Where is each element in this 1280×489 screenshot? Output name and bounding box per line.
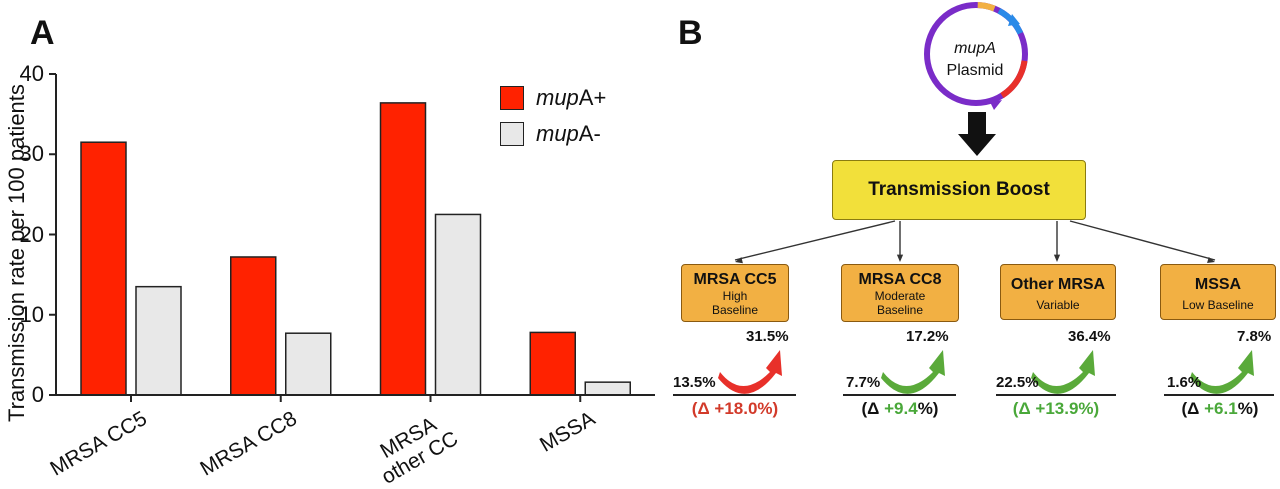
- legend-swatch-mupa-minus: [500, 122, 524, 146]
- plasmid-arrowhead: [990, 100, 1002, 110]
- connector-line: [1069, 220, 1216, 261]
- panel-a-letter: A: [30, 14, 55, 52]
- group-sub: Variable: [1036, 298, 1080, 312]
- bar-mupa-plus: [379, 102, 427, 396]
- connector-line: [734, 220, 896, 261]
- group-title: MRSA CC5: [693, 271, 777, 288]
- legend-item-mupa-minus: mupA-: [500, 116, 606, 152]
- after-value: 36.4%: [1068, 328, 1111, 345]
- connector-arrowhead: [1207, 256, 1215, 263]
- delta-label: (Δ +6.1%): [1181, 399, 1259, 418]
- increase-arrow-icon: [718, 350, 782, 394]
- diagram-group: [718, 2, 1254, 394]
- plasmid-segment-red: [1000, 60, 1028, 99]
- group-box-mssa: MSSA Low Baseline: [1160, 264, 1276, 320]
- bar-mupa-plus: [529, 331, 576, 396]
- delta-label: (Δ +13.9%): [1012, 399, 1100, 418]
- bar-mupa-plus: [230, 256, 277, 396]
- before-value: 13.5%: [673, 374, 716, 391]
- increase-arrow-icon: [881, 350, 945, 394]
- before-value: 7.7%: [846, 374, 881, 391]
- bars-group: [80, 102, 631, 396]
- bar-mupa-minus: [135, 285, 182, 396]
- underline: [673, 394, 796, 396]
- y-tick-label: 20: [19, 221, 44, 247]
- bar-mupa-plus: [80, 141, 127, 396]
- plasmid-word: Plasmid: [946, 62, 1004, 79]
- group-sub: Baseline: [876, 303, 924, 317]
- delta-label: (Δ +18.0%): [691, 399, 779, 418]
- connector-arrowhead: [896, 254, 904, 262]
- plasmid-gene: mupA: [954, 40, 996, 57]
- group-title: Other MRSA: [1010, 276, 1106, 293]
- connector-arrowhead: [735, 257, 743, 264]
- group-sub: Baseline: [711, 303, 759, 317]
- legend-item-mupa-plus: mupA+: [500, 80, 606, 116]
- legend-label-mupa-plus: mupA+: [536, 85, 607, 110]
- before-value: 1.6%: [1167, 374, 1202, 391]
- group-box-mrsa-cc8: MRSA CC8 Moderate Baseline: [841, 264, 959, 322]
- transmission-boost-box: Transmission Boost: [832, 160, 1086, 220]
- bar-mupa-minus: [584, 381, 631, 396]
- underline: [843, 394, 956, 396]
- plasmid-label: mupA Plasmid: [920, 38, 1030, 82]
- y-tick-label: 40: [19, 61, 44, 86]
- y-tick-label: 30: [19, 141, 44, 167]
- group-title: MSSA: [1194, 276, 1242, 293]
- y-tick-label: 10: [19, 301, 44, 327]
- panel-b-letter: B: [678, 14, 703, 52]
- group-title: MRSA CC8: [858, 271, 942, 288]
- y-axis-label: Transmission rate per 100 patients: [4, 84, 29, 422]
- increase-arrow-icon: [1031, 350, 1095, 394]
- connector-arrowhead: [1053, 254, 1061, 262]
- bar-mupa-minus: [285, 332, 332, 396]
- group-sub: Low Baseline: [1182, 298, 1254, 312]
- legend-label-mupa-minus: mupA-: [536, 121, 601, 146]
- after-value: 31.5%: [746, 328, 789, 345]
- group-sub: Moderate: [874, 289, 926, 303]
- group-box-other-mrsa: Other MRSA Variable: [1000, 264, 1116, 320]
- group-box-mrsa-cc5: MRSA CC5 High Baseline: [681, 264, 789, 322]
- group-sub: High: [722, 289, 748, 303]
- delta-label: (Δ +9.4%): [861, 399, 939, 418]
- underline: [1164, 394, 1274, 396]
- before-value: 22.5%: [996, 374, 1039, 391]
- plasmid-ring: [924, 2, 1028, 106]
- axes-group: [49, 73, 655, 402]
- plasmid-segment-yellow: [977, 2, 996, 12]
- legend-swatch-mupa-plus: [500, 86, 524, 110]
- plasmid-arrowhead: [1008, 14, 1020, 26]
- bar-mupa-minus: [434, 213, 482, 396]
- underline: [996, 394, 1116, 396]
- y-tick-label: 0: [31, 382, 44, 407]
- increase-arrow-icon: [1190, 350, 1254, 394]
- after-value: 17.2%: [906, 328, 949, 345]
- legend: mupA+ mupA-: [500, 80, 606, 152]
- down-arrow-icon: [958, 112, 996, 156]
- after-value: 7.8%: [1237, 328, 1272, 345]
